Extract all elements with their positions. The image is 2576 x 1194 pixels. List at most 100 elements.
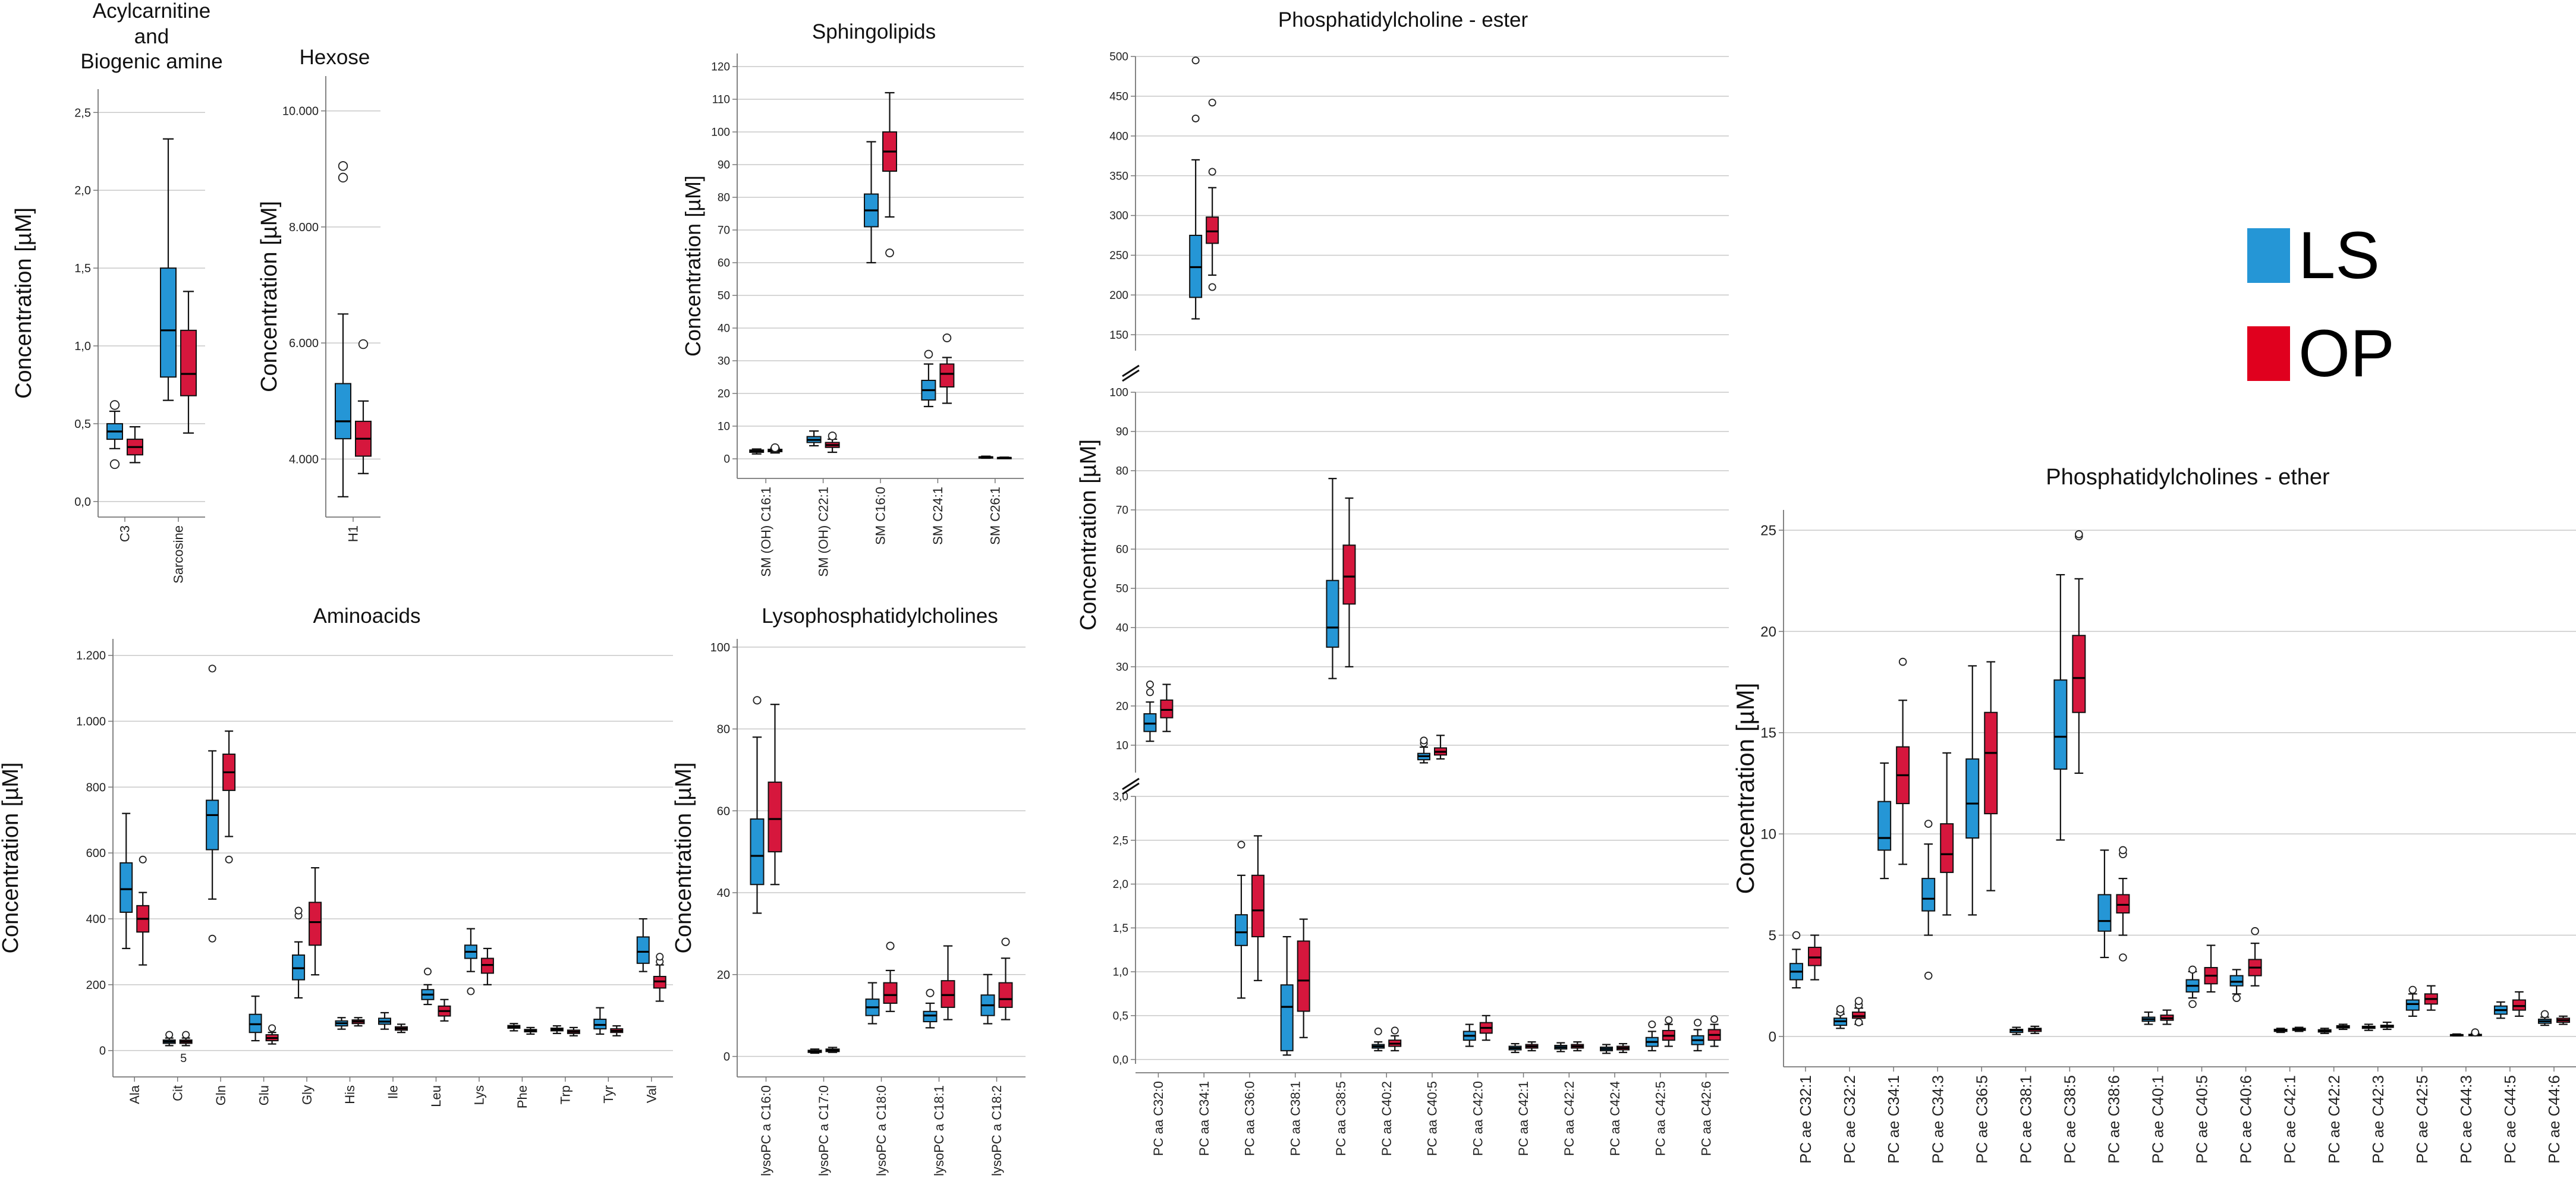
amino-box-op-25-outlier-1 — [656, 953, 664, 961]
pcether-box-op-15-iqr — [2116, 894, 2130, 914]
acyl-ytick-label-1: 0,5 — [74, 418, 91, 431]
pcether-box-ls-18-outlier-1 — [2188, 965, 2197, 974]
sphingo-ytick-label-7: 70 — [718, 225, 730, 237]
sphingo-box-ls-0 — [749, 448, 765, 455]
amino-category-2: Gln — [213, 1085, 228, 1105]
amino-ytick-label-1: 200 — [86, 979, 106, 992]
pcester-box-op-7 — [1297, 918, 1310, 1038]
amino-box-op-9 — [309, 867, 322, 976]
chart-lyso: Lysophosphatidylcholines 0 20 40 60 80 100 Conc… — [671, 604, 1026, 1176]
lyso-ytick-label-1: 20 — [717, 969, 730, 982]
pcether-box-ls-20 — [2229, 969, 2244, 1002]
acyl-ytick-label-4: 2,0 — [74, 184, 91, 197]
pcester-category-9: PC aa C42:2 — [1562, 1081, 1577, 1156]
lyso-box-op-7-iqr — [941, 980, 955, 1008]
hexose-title-line-0: Hexose — [300, 46, 370, 69]
amino-category-1: Cit — [170, 1085, 185, 1101]
chart-pcester: Phosphatidylcholine - ester 150 200 250 300 3… — [1076, 8, 1729, 1156]
pcether-box-ls-6-outlier-1 — [1924, 820, 1933, 828]
lyso-ylabel: Concentration [µM] — [671, 763, 696, 954]
pcester-box-op-15 — [1479, 1015, 1493, 1041]
pcether-ytick-label-4: 20 — [1760, 624, 1776, 640]
pcether-box-ls-18 — [2185, 965, 2200, 1009]
sphingo-box-ls-8 — [978, 455, 993, 459]
pcester-ytick-label-1-0: 10 — [1116, 739, 1128, 752]
amino-box-ls-4-outlier-1 — [208, 664, 216, 673]
amino-box-ls-14-outlier-0 — [423, 968, 432, 976]
pcether-box-ls-2 — [1833, 1005, 1848, 1029]
pcether-category-0: PC ae C32:1 — [1797, 1075, 1814, 1164]
hexose-category-0: H1 — [346, 525, 361, 542]
amino-box-ls-22 — [593, 1007, 607, 1035]
amino-ytick-label-2: 400 — [86, 913, 106, 926]
pcether-category-15: PC ae C44:3 — [2457, 1075, 2475, 1164]
amino-box-ls-10 — [335, 1017, 348, 1030]
pcester-box-op-3-outlier-2 — [1208, 99, 1216, 107]
amino-category-4: Gly — [300, 1085, 314, 1105]
pcether-box-ls-10 — [2009, 1026, 2024, 1035]
amino-box-ls-0-iqr — [119, 862, 133, 913]
legend: LS OP — [2247, 220, 2395, 416]
pcether-category-17: PC ae C44:6 — [2545, 1075, 2563, 1164]
sphingo-box-op-7-iqr — [939, 363, 955, 388]
acyl-box-ls-0-outlier-0 — [109, 459, 120, 470]
pcester-ytick-label-1-4: 50 — [1116, 583, 1128, 596]
acyl-box-ls-0 — [106, 400, 123, 470]
lyso-ytick-label-3: 60 — [717, 805, 730, 818]
hexose-ytick-label-2: 8.000 — [289, 221, 319, 234]
pcester-ytick-label-0-4: 350 — [1109, 170, 1128, 182]
lyso-category-0: lysoPC a C16:0 — [759, 1085, 773, 1176]
acyl-ytick-label-3: 1,5 — [74, 262, 91, 275]
lyso-box-op-9-outlier-0 — [1001, 937, 1010, 946]
chart-pcether: Phosphatidylcholines - ether 0 5 10 15 20 25 Co… — [1731, 465, 2576, 1164]
lyso-category-1: lysoPC a C17:0 — [816, 1085, 831, 1176]
pcether-box-op-21 — [2248, 927, 2262, 987]
pcester-ytick-label-2-5: 2,5 — [1113, 834, 1128, 847]
amino-box-op-3-outlier-0 — [182, 1031, 190, 1039]
amino-category-9: Phe — [515, 1085, 530, 1108]
pcether-box-op-5-outlier-0 — [1898, 657, 1907, 666]
sphingo-ytick-label-1: 10 — [718, 421, 730, 433]
pcester-box-op-17 — [1525, 1041, 1539, 1051]
pcester-box-ls-0-iqr — [1143, 713, 1157, 732]
amino-box-op-21 — [567, 1026, 580, 1037]
amino-box-ls-12 — [378, 1012, 391, 1030]
hexose-box-ls-0 — [335, 161, 351, 497]
pcester-ytick-label-0-1: 200 — [1109, 289, 1128, 302]
pcester-box-ls-12-outlier-1 — [1420, 736, 1428, 745]
lyso-box-op-5-outlier-0 — [886, 941, 895, 950]
pcester-category-4: PC aa C38:5 — [1333, 1081, 1348, 1156]
pcester-category-3: PC aa C38:1 — [1288, 1081, 1303, 1156]
amino-category-10: Trp — [558, 1085, 573, 1104]
pcether-box-op-13 — [2072, 530, 2086, 774]
pcester-box-op-3-iqr — [1206, 216, 1219, 244]
pcether-box-op-21-outlier-0 — [2251, 927, 2259, 935]
pcether-category-5: PC ae C38:1 — [2017, 1075, 2034, 1164]
pcester-box-ls-0-outlier-0 — [1146, 688, 1154, 697]
amino-ytick-label-0: 0 — [99, 1045, 106, 1058]
pcester-box-ls-8-iqr — [1326, 579, 1339, 648]
pcether-box-ls-0-outlier-0 — [1792, 931, 1801, 940]
pcether-box-op-15 — [2116, 846, 2130, 962]
pcether-box-op-15-outlier-2 — [2119, 846, 2127, 855]
pcester-box-ls-24 — [1691, 1019, 1704, 1051]
amino-box-ls-14 — [421, 968, 435, 1006]
pcester-ytick-label-2-1: 0,5 — [1113, 1010, 1128, 1023]
amino-box-ls-4 — [206, 664, 219, 943]
pcester-box-op-3 — [1206, 99, 1219, 291]
pcether-category-7: PC ae C38:6 — [2105, 1075, 2123, 1164]
pcester-category-11: PC aa C42:5 — [1653, 1081, 1668, 1156]
pcether-box-op-17 — [2160, 1009, 2174, 1025]
pcester-ytick-label-0-0: 150 — [1109, 329, 1128, 342]
amino-category-3: Glu — [256, 1085, 271, 1105]
pcester-box-op-23-outlier-0 — [1665, 1016, 1673, 1024]
pcether-category-13: PC ae C42:3 — [2369, 1075, 2387, 1164]
lyso-box-op-1 — [768, 704, 782, 886]
acyl-box-op-3-iqr — [180, 329, 197, 396]
lyso-box-op-5 — [883, 941, 898, 1012]
sphingo-box-ls-2 — [806, 430, 822, 447]
lyso-ytick-label-4: 80 — [717, 723, 730, 736]
pcester-box-op-5 — [1251, 835, 1265, 981]
pcether-ytick-label-0: 0 — [1769, 1029, 1776, 1045]
